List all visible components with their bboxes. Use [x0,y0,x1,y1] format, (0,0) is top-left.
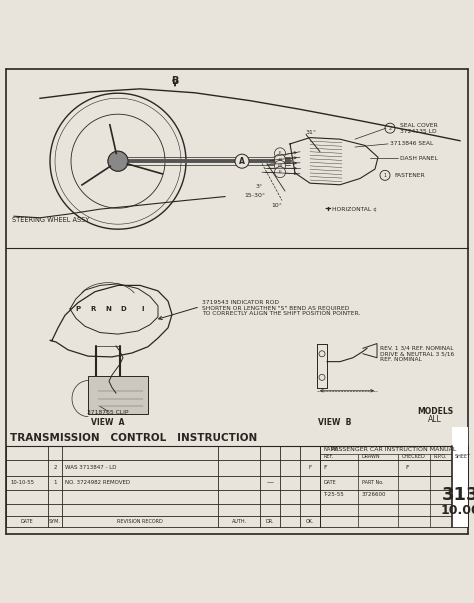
Text: DATE: DATE [21,520,33,525]
Text: D: D [120,306,126,312]
Text: T-25-55: T-25-55 [323,492,344,497]
Circle shape [108,151,128,171]
Text: 15-30°: 15-30° [244,194,265,198]
Text: STEERING WHEEL ASSY: STEERING WHEEL ASSY [12,217,90,223]
Text: 31°: 31° [306,130,317,134]
Text: B: B [171,76,179,86]
Text: NAME: NAME [323,447,338,452]
Bar [452,428,468,528]
Text: DASH PANEL: DASH PANEL [400,156,438,160]
Text: N: N [105,306,111,312]
Text: 3713846 SEAL: 3713846 SEAL [390,141,433,147]
Text: HORIZONTAL ¢: HORIZONTAL ¢ [332,206,377,211]
Circle shape [274,160,285,171]
Text: 10.00: 10.00 [440,505,474,517]
Text: TRANSMISSION   CONTROL   INSTRUCTION: TRANSMISSION CONTROL INSTRUCTION [10,433,257,443]
Text: WAS 3713847 - LD: WAS 3713847 - LD [65,466,117,470]
Text: —: — [266,480,273,485]
Text: 1: 1 [383,173,387,178]
Text: OK.: OK. [306,520,314,525]
Text: DATE: DATE [323,480,336,485]
Text: R: R [91,306,96,312]
Text: F: F [279,151,281,156]
Text: B: B [279,157,282,162]
Text: VIEW  B: VIEW B [319,418,352,427]
Text: E: E [279,170,282,174]
Text: 2: 2 [388,125,392,131]
Text: LR: LR [277,164,283,168]
Text: ALL: ALL [428,414,442,423]
Circle shape [274,154,285,165]
Text: SHEET: SHEET [455,454,471,459]
Text: MODELS: MODELS [417,406,453,415]
Text: NO. 3724982 REMOVED: NO. 3724982 REMOVED [65,480,130,485]
Text: F: F [405,466,409,470]
Text: F: F [309,466,311,470]
Text: I: I [142,306,144,312]
Bar [452,484,468,528]
Text: 10-10-55: 10-10-55 [10,480,34,485]
Text: REVISION RECORD: REVISION RECORD [117,520,163,525]
Text: 3718765 CLIP: 3718765 CLIP [87,410,129,415]
Text: VIEW  A: VIEW A [91,418,125,427]
Text: 3726600: 3726600 [362,492,386,497]
Bar [88,376,148,414]
Text: PASSENGER CAR INSTRUCTION MANUAL: PASSENGER CAR INSTRUCTION MANUAL [331,447,456,452]
Text: FASTENER: FASTENER [394,173,425,178]
Text: 3°: 3° [256,184,263,189]
Text: 3719543 INDICATOR ROD
SHORTEN OR LENGTHEN "S" BEND AS REQUIRED
TO CORRECTLY ALIG: 3719543 INDICATOR ROD SHORTEN OR LENGTHE… [202,300,360,317]
Text: SYM.: SYM. [49,520,61,525]
Text: CHECKED: CHECKED [402,454,426,459]
Text: SEAL COVER
3724135 LD: SEAL COVER 3724135 LD [400,123,438,134]
Circle shape [274,166,285,178]
Text: 1: 1 [53,480,57,485]
Circle shape [274,148,285,159]
Text: 313: 313 [442,486,474,504]
Text: AUTH.: AUTH. [231,520,246,525]
Circle shape [235,154,249,168]
Text: A: A [239,157,245,166]
Text: P: P [75,306,81,312]
Text: 2: 2 [53,466,57,470]
Text: F: F [323,466,327,470]
Text: REV. 1 3/4 REF. NOMINAL
DRIVE & NEUTRAL 3 5/16
REF. NOMINAL: REV. 1 3/4 REF. NOMINAL DRIVE & NEUTRAL … [380,346,454,362]
Text: REF.: REF. [323,454,333,459]
Text: DRAWN: DRAWN [362,454,381,459]
Text: DR.: DR. [266,520,274,525]
Text: 10°: 10° [271,203,282,209]
Text: PART No.: PART No. [362,480,383,485]
Text: R.P.O.: R.P.O. [434,454,447,459]
